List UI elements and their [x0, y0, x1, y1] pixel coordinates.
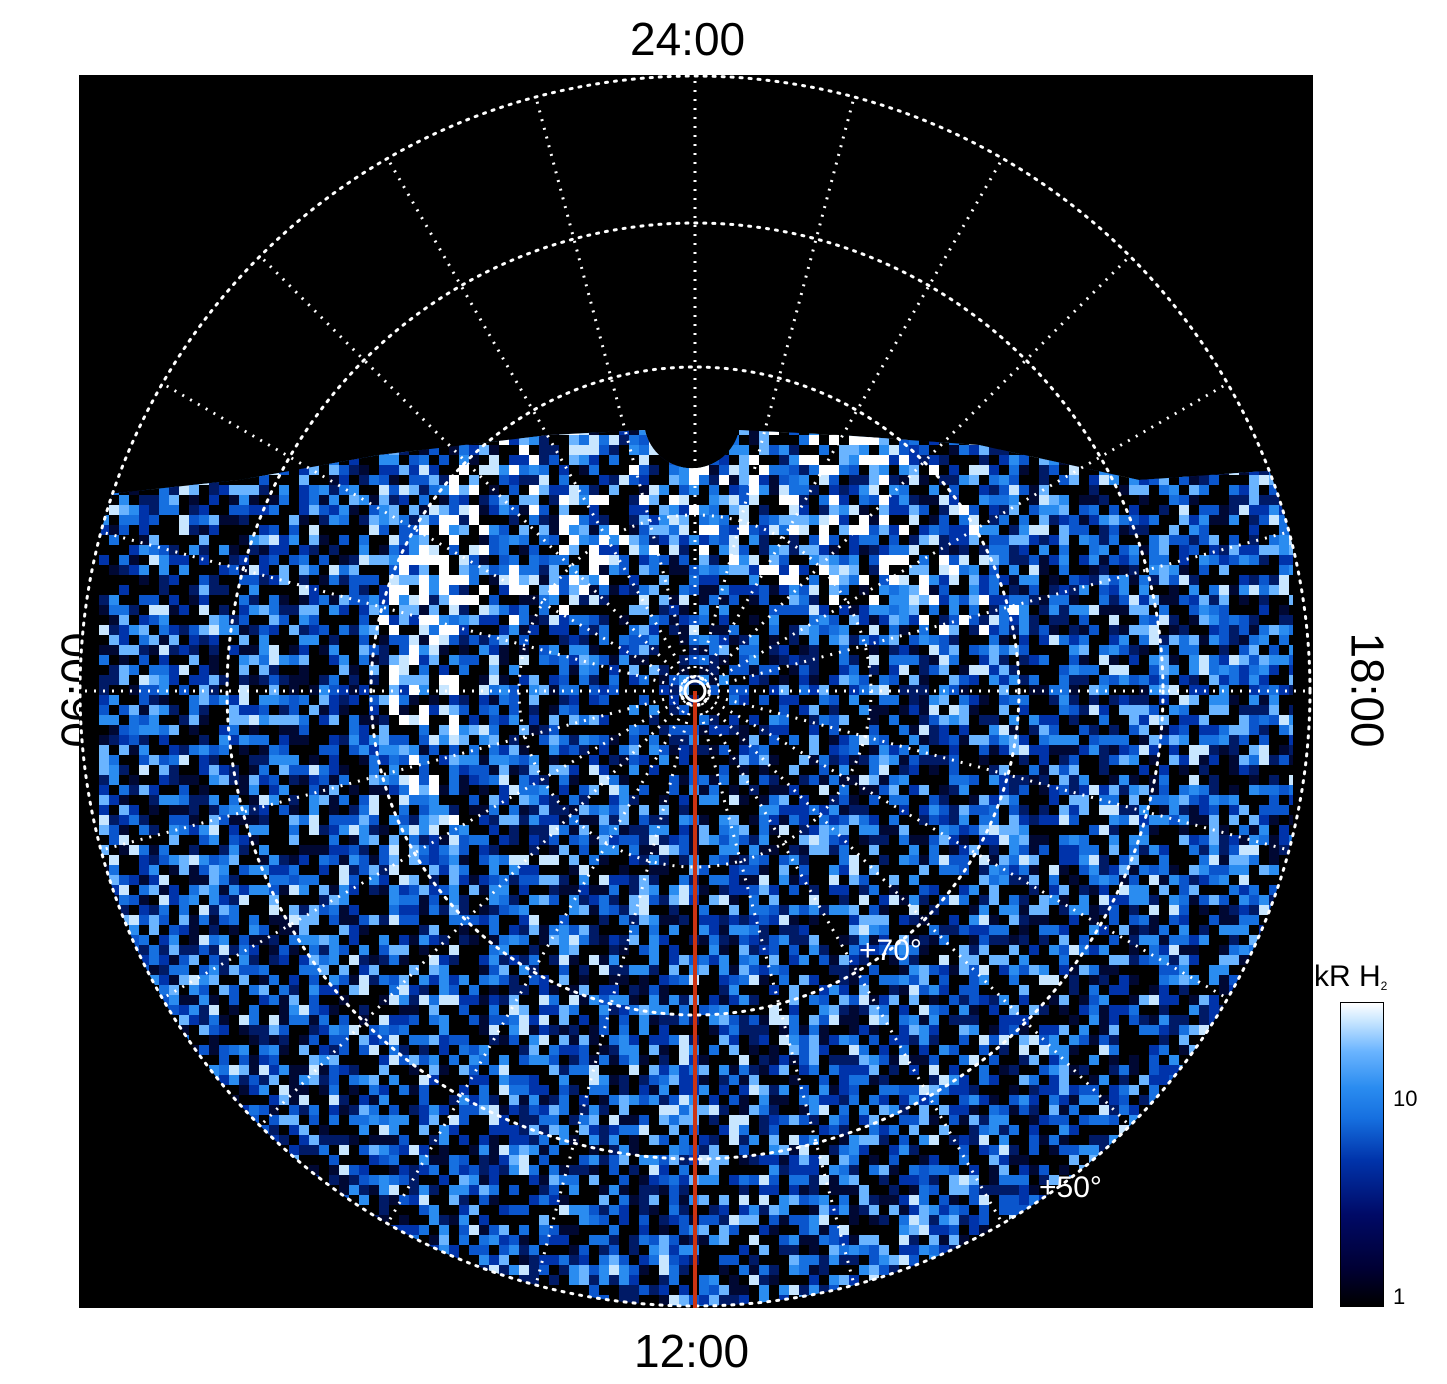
longitude-line [100, 530, 682, 689]
longitude-line [706, 696, 1229, 1000]
longitude-line [259, 255, 687, 683]
longitude-line [100, 693, 682, 852]
longitude-line [697, 96, 856, 678]
longitude-line [700, 702, 1004, 1225]
longitude-line [697, 704, 856, 1286]
longitude-line [161, 696, 684, 1000]
colorbar-title-subscript: 2 [1380, 979, 1388, 993]
time-label-dusk: 18:00 [1341, 632, 1394, 748]
colorbar [1340, 1002, 1384, 1307]
longitude-line [706, 382, 1229, 686]
longitude-line [386, 157, 690, 680]
colorbar-title: kR H2 [1314, 960, 1387, 994]
colorbar-title-text: kR H [1314, 960, 1381, 993]
longitude-line [703, 699, 1131, 1127]
longitude-line [708, 693, 1290, 852]
polar-projection-image: +70° +50° [78, 74, 1313, 1308]
latitude-circle [225, 221, 1165, 1161]
pole-marker-icon [683, 679, 707, 703]
latitude-label-70: +70° [859, 934, 922, 967]
longitude-line [534, 704, 693, 1286]
longitude-line [259, 699, 687, 1127]
longitude-line [386, 702, 690, 1225]
colorbar-tick-1: 1 [1393, 1284, 1406, 1309]
longitude-line [534, 96, 693, 678]
latitude-circle [369, 365, 1021, 1017]
time-label-midnight: 24:00 [630, 13, 746, 65]
longitude-line [708, 530, 1290, 689]
colorbar-tick-10: 10 [1393, 1086, 1418, 1111]
latitude-label-50: +50° [1039, 1171, 1102, 1204]
longitude-line [703, 255, 1131, 683]
polar-plot-svg: +70° +50° [78, 74, 1313, 1308]
time-label-noon: 12:00 [634, 1325, 750, 1377]
longitude-line [700, 157, 1004, 680]
longitude-line [161, 382, 684, 686]
